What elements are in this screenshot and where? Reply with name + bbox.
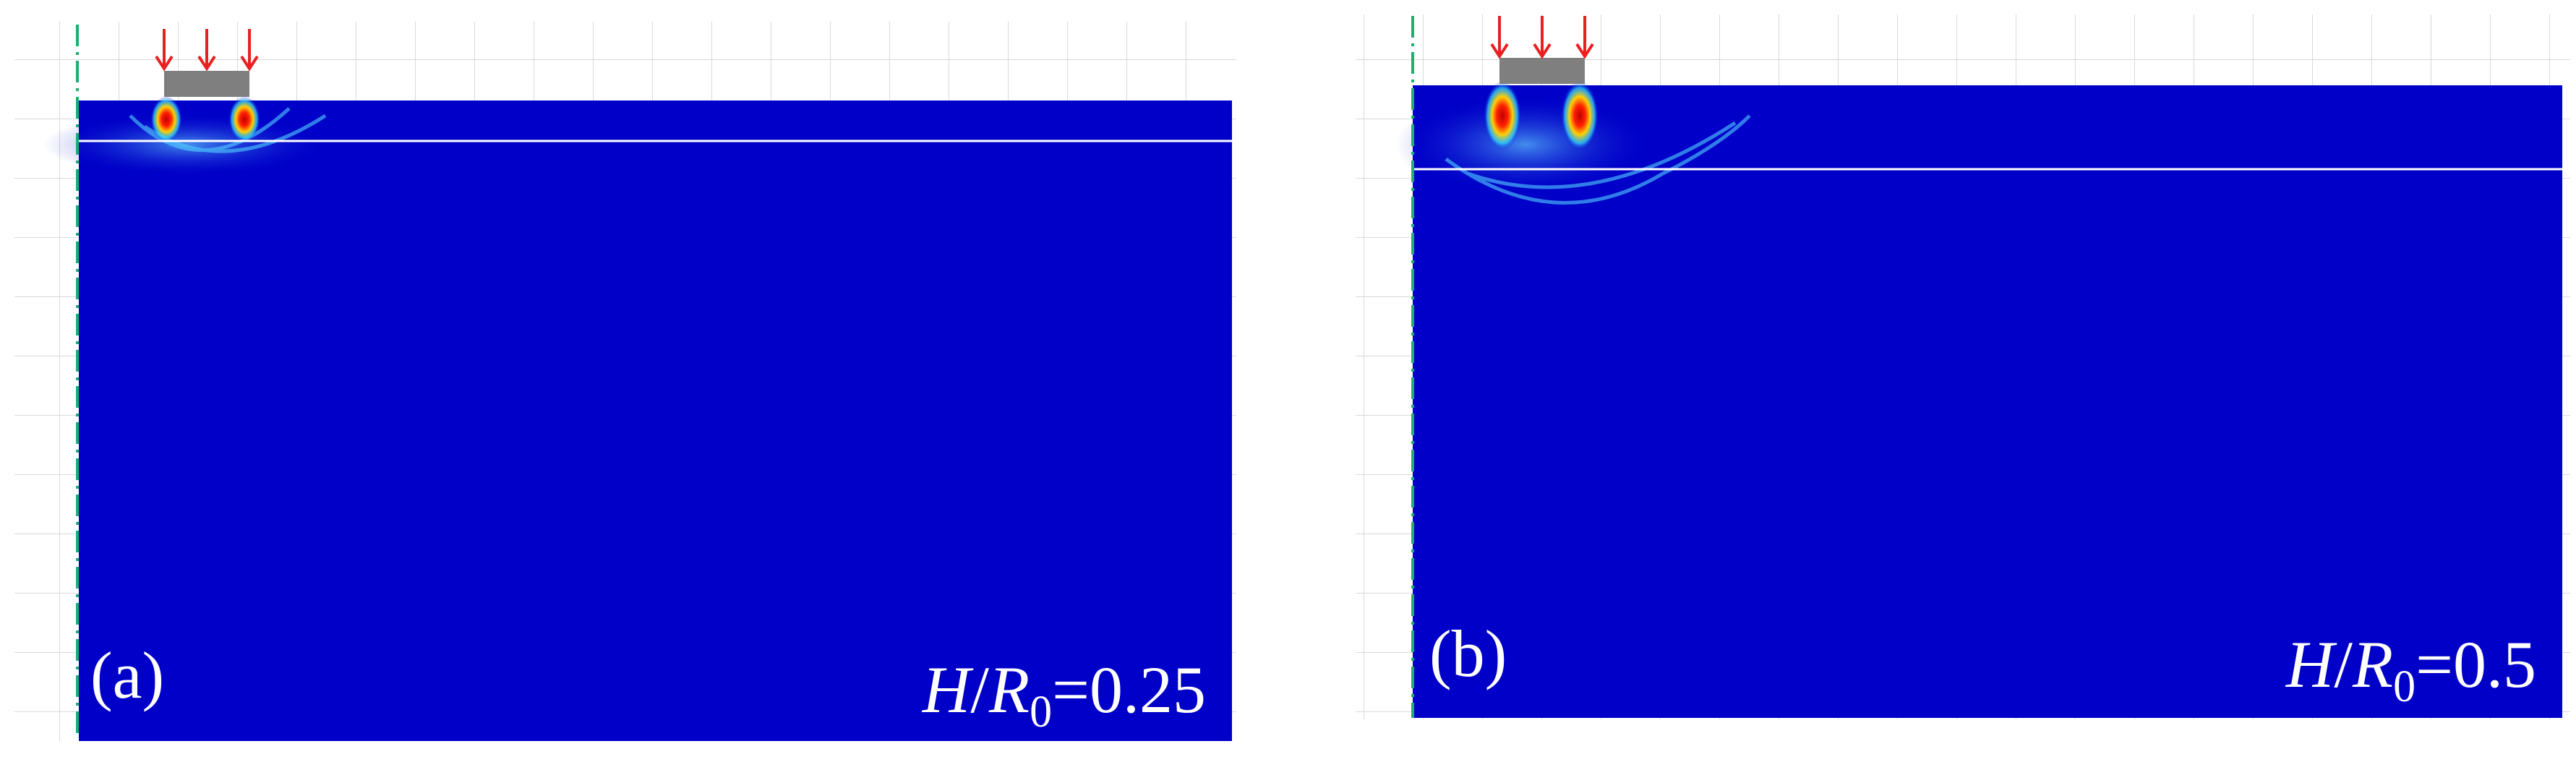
ratio-label: H/R0=0.5 bbox=[2285, 628, 2536, 711]
panel-label: (a) bbox=[90, 638, 164, 712]
arrow bbox=[155, 29, 174, 72]
numerator: H bbox=[2285, 628, 2337, 701]
subscript: 0 bbox=[1030, 688, 1052, 737]
footing bbox=[164, 71, 249, 97]
panel-label: (b) bbox=[1429, 617, 1507, 690]
stress-haze bbox=[43, 112, 333, 177]
slash: / bbox=[2334, 628, 2353, 701]
arrow bbox=[197, 29, 216, 72]
stress-wave bbox=[1445, 114, 1751, 205]
load-arrows bbox=[155, 29, 259, 72]
slash: / bbox=[970, 653, 989, 727]
arrow bbox=[1490, 16, 1509, 59]
stress-concentration bbox=[150, 96, 182, 142]
load-arrows bbox=[1490, 16, 1594, 59]
subscript: 0 bbox=[2393, 662, 2415, 711]
stress-haze bbox=[1395, 94, 1656, 195]
arrow bbox=[1575, 16, 1594, 59]
denominator: R bbox=[988, 653, 1030, 727]
numerator: H bbox=[922, 653, 974, 727]
panel-a: (a) H/R0=0.25 bbox=[14, 22, 1236, 741]
soil-domain bbox=[1413, 85, 2562, 718]
ratio-label: H/R0=0.25 bbox=[922, 653, 1206, 737]
panel-b: (b) H/R0=0.5 bbox=[1356, 14, 2570, 719]
stress-concentration bbox=[1484, 81, 1521, 150]
stress-concentration bbox=[1561, 81, 1599, 150]
footing bbox=[1499, 58, 1585, 84]
arrow bbox=[240, 29, 259, 72]
value: =0.5 bbox=[2415, 628, 2536, 701]
soil-domain bbox=[79, 100, 1232, 741]
value: =0.25 bbox=[1052, 653, 1206, 727]
denominator: R bbox=[2352, 628, 2393, 701]
stress-concentration bbox=[228, 96, 260, 142]
arrow bbox=[1533, 16, 1552, 59]
